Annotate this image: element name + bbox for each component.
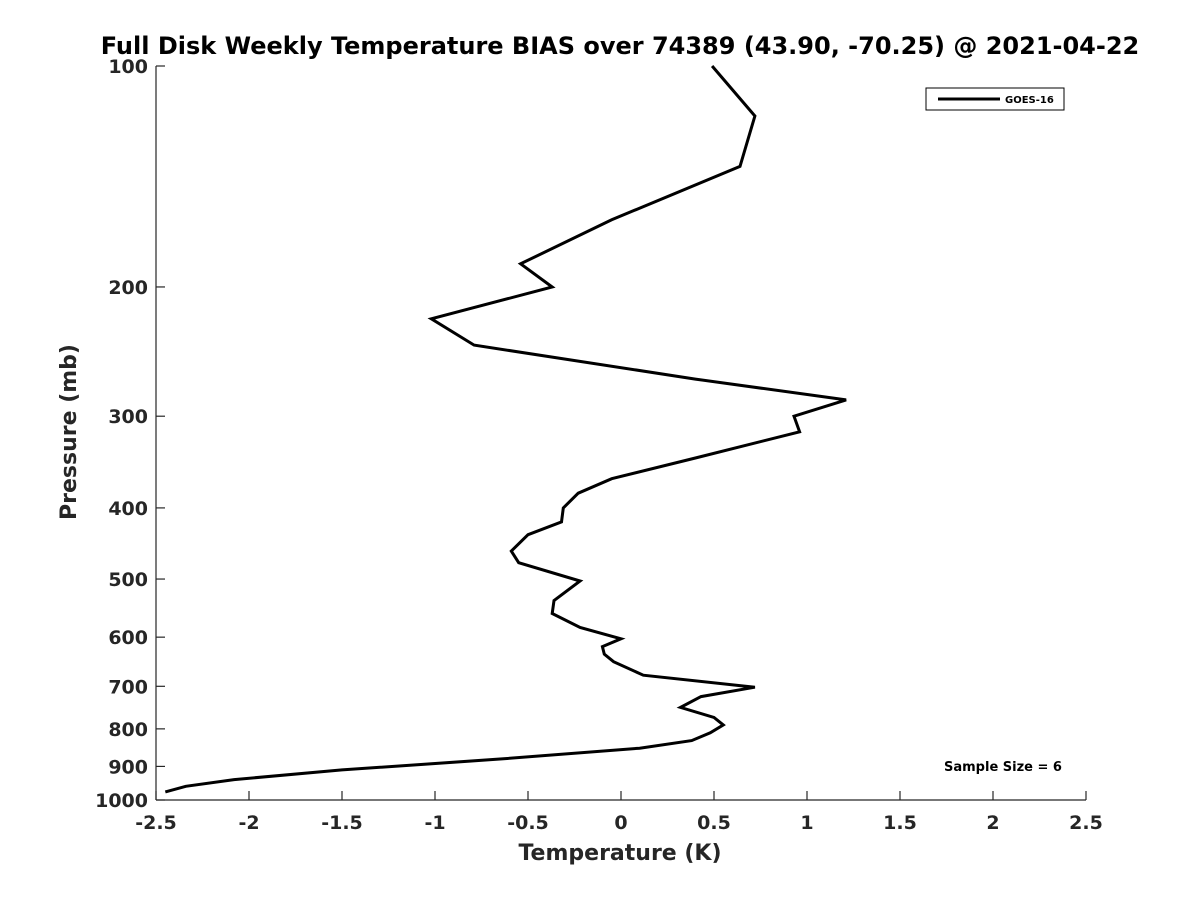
y-tick-label: 700 [108,676,148,698]
sample-size-annotation: Sample Size = 6 [944,760,1062,775]
series-line [164,65,847,794]
y-tick-label: 300 [108,406,148,428]
x-tick-label: -1.5 [321,812,363,834]
plot-axes [155,66,1086,801]
x-tick-label: 2.5 [1069,812,1103,834]
x-tick-label: 1 [800,812,813,834]
y-tick-label: 600 [108,627,148,649]
y-tick-label: 100 [108,56,148,78]
x-tick-label: -2 [238,812,259,834]
x-axis-label: Temperature (K) [518,841,721,866]
x-tick-label: 2 [986,812,999,834]
y-tick-label: 200 [108,277,148,299]
y-tick-label: 1000 [95,790,148,812]
x-tick-label: 1.5 [883,812,917,834]
y-tick-label: 400 [108,498,148,520]
y-axis-label: Pressure (mb) [57,344,82,520]
y-tick-label: 900 [108,756,148,778]
x-tick-label: 0 [614,812,627,834]
x-tick-label: -1 [424,812,445,834]
x-tick-label: 0.5 [697,812,731,834]
x-tick-label: -2.5 [135,812,177,834]
chart-title: Full Disk Weekly Temperature BIAS over 7… [101,32,1140,60]
legend: GOES-16 [925,87,1065,111]
legend-label: GOES-16 [1005,95,1054,106]
series-layer [164,65,847,794]
x-tick-label: -0.5 [507,812,549,834]
y-axis-ticks: 100 200 300 400 500 600 700 800 900 1000 [95,56,165,812]
x-axis-ticks: -2.5 -2 -1.5 -1 -0.5 0 0.5 1 1.5 2 2.5 [135,791,1103,834]
y-tick-label: 800 [108,719,148,741]
y-tick-label: 500 [108,569,148,591]
